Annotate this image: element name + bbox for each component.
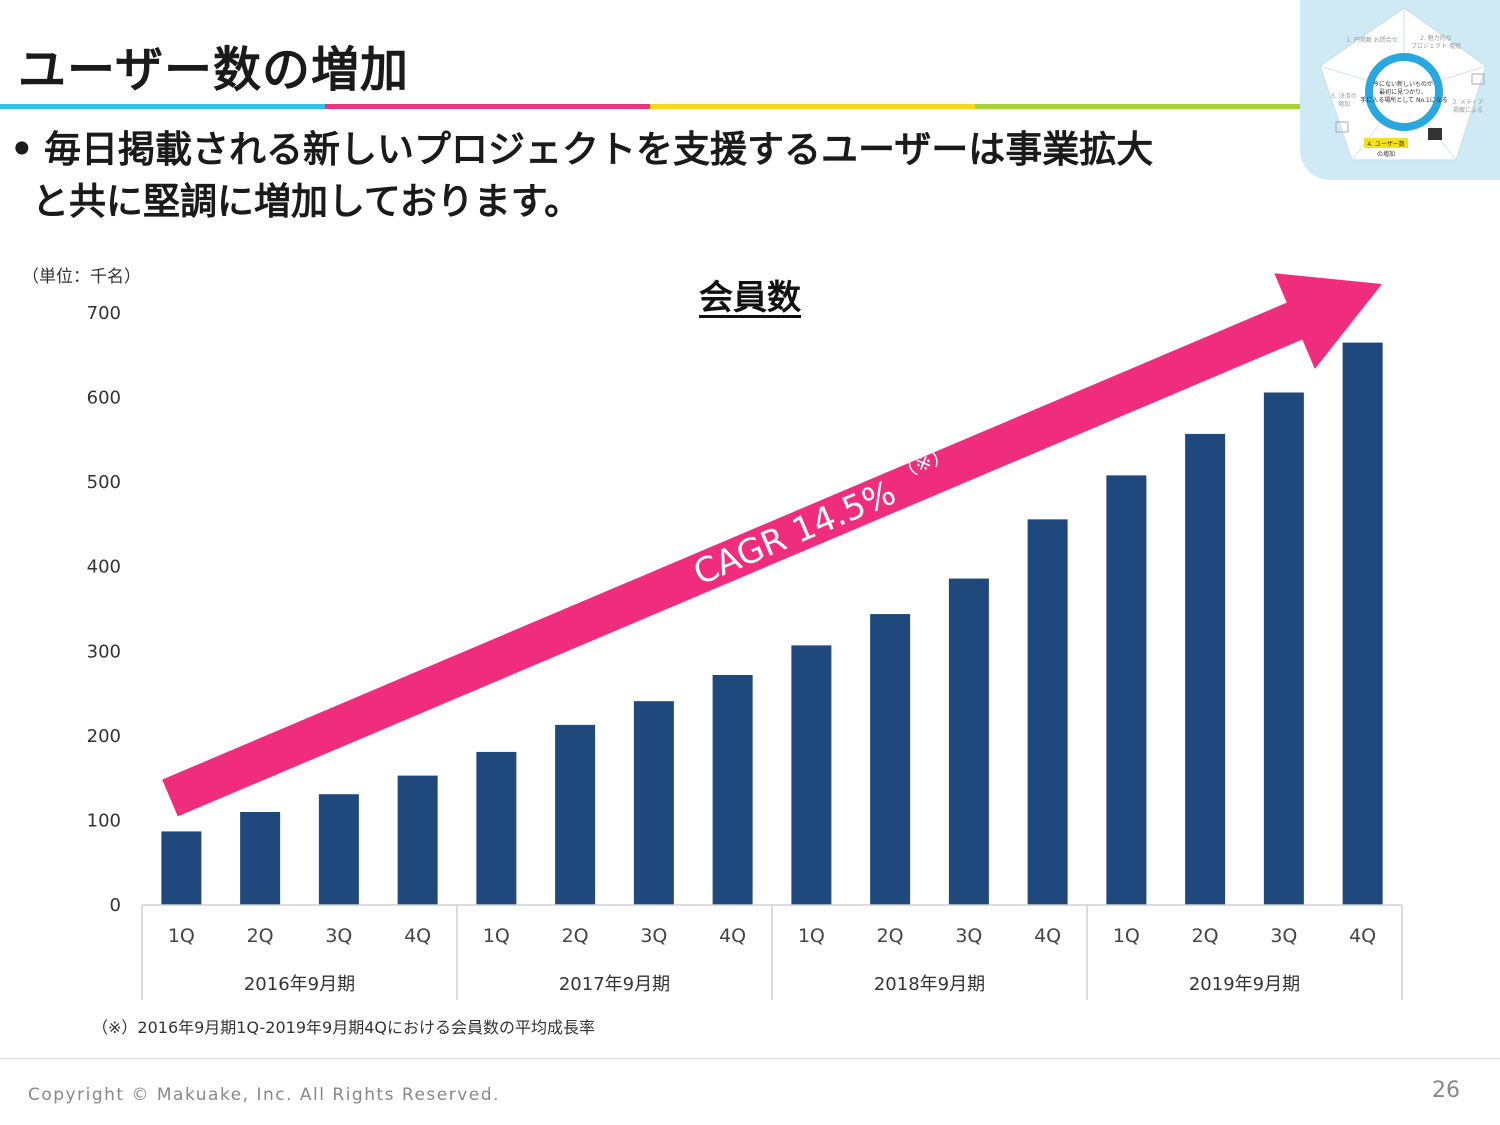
bar [161, 831, 202, 905]
bar [240, 811, 281, 905]
strategy-cycle-diagram: 今にない新しいものが 最初に見つかり、 手に入る場所として No.1になる 1.… [1319, 7, 1487, 161]
bar [1342, 342, 1383, 906]
y-tick-label: 400 [87, 557, 121, 578]
bullet-text: • 毎日掲載される新しいプロジェクトを支援するユーザーは事業拡大 と共に堅調に増加… [10, 124, 1300, 228]
x-group-label: 2018年9月期 [874, 974, 985, 995]
bar [318, 794, 359, 905]
x-tick-label: 3Q [640, 925, 667, 947]
x-tick-label: 2Q [562, 925, 589, 947]
bar [633, 701, 674, 905]
bullet-line-1: 毎日掲載される新しいプロジェクトを支援するユーザーは事業拡大 [44, 128, 1154, 171]
cycle-item-1: 1. 円掲載 お問合せ [1346, 36, 1398, 44]
x-tick-label: 1Q [168, 925, 195, 947]
bar [712, 674, 753, 905]
chart-title: 会員数 [699, 278, 801, 318]
bar [1185, 433, 1226, 905]
monitor-icon [1471, 73, 1485, 85]
title-underline [0, 104, 1300, 109]
bar-chart-icon [1428, 128, 1442, 140]
svg-text:プロジェクト 増殖: プロジェクト 増殖 [1411, 42, 1461, 50]
bar [791, 645, 832, 905]
footnote: （※）2016年9月期1Q-2019年9月期4Qにおける会員数の平均成長率 [92, 1018, 595, 1037]
x-group-label: 2019年9月期 [1189, 974, 1300, 995]
rule-segment-pink [325, 104, 650, 109]
bar [555, 724, 596, 905]
copyright-text: Copyright © Makuake, Inc. All Rights Res… [28, 1085, 500, 1105]
x-group-label: 2016年9月期 [244, 974, 355, 995]
cycle-item-5: 5. 決済の [1331, 92, 1357, 100]
page-number: 26 [1432, 1078, 1460, 1103]
x-tick-label: 1Q [483, 925, 510, 947]
unit-label: （単位：千名） [22, 267, 141, 287]
cycle-item-4-highlight [1364, 138, 1408, 148]
bar [1263, 392, 1304, 905]
cycle-item-2: 2. 魅力的な [1420, 34, 1452, 42]
bar [397, 775, 438, 905]
cycle-item-3: 3. メディア [1452, 98, 1483, 106]
x-tick-label: 3Q [1270, 925, 1297, 947]
x-tick-label: 4Q [404, 925, 431, 947]
page-title: ユーザー数の増加 [18, 42, 410, 98]
x-tick-label: 4Q [1349, 925, 1376, 947]
rule-segment-yellow [650, 104, 975, 109]
x-tick-label: 4Q [1034, 925, 1061, 947]
x-tick-label: 3Q [325, 925, 352, 947]
svg-text:増加: 増加 [1338, 100, 1350, 108]
y-tick-label: 200 [87, 726, 121, 747]
y-tick-label: 600 [87, 388, 121, 409]
bullet-line-2: と共に堅調に増加しております。 [32, 180, 582, 223]
x-tick-label: 2Q [1192, 925, 1219, 947]
y-tick-label: 500 [87, 472, 121, 493]
cagr-arrow [162, 273, 1382, 817]
cart-icon [1335, 121, 1349, 133]
cycle-center-text: 今にない新しいものが 最初に見つかり、 手に入る場所として No.1になる [1360, 80, 1448, 104]
strategy-cycle-thumbnail: 今にない新しいものが 最初に見つかり、 手に入る場所として No.1になる 1.… [1300, 0, 1500, 180]
bar [1027, 519, 1068, 905]
bar [870, 614, 911, 905]
y-tick-label: 100 [87, 810, 121, 831]
bar [1106, 475, 1147, 905]
cycle-item-4: 4. ユーザー数 [1367, 140, 1405, 148]
bar [948, 578, 989, 905]
x-group-label: 2017年9月期 [559, 974, 670, 995]
y-tick-label: 0 [110, 895, 121, 916]
footer-divider [0, 1058, 1500, 1059]
bar [476, 751, 517, 905]
bullet-marker: • [10, 128, 34, 171]
x-tick-label: 2Q [247, 925, 274, 947]
x-tick-label: 4Q [719, 925, 746, 947]
x-tick-label: 1Q [1113, 925, 1140, 947]
cagr-label: CAGR 14.5% [688, 473, 902, 594]
y-tick-label: 300 [87, 641, 121, 662]
svg-text:の増加: の増加 [1377, 150, 1395, 158]
rule-segment-cyan [0, 104, 325, 109]
rule-segment-green [975, 104, 1300, 109]
x-tick-label: 3Q [955, 925, 982, 947]
svg-text:掲載による: 掲載による [1453, 106, 1483, 114]
y-tick-label: 700 [87, 303, 121, 324]
x-tick-label: 1Q [798, 925, 825, 947]
x-tick-label: 2Q [877, 925, 904, 947]
